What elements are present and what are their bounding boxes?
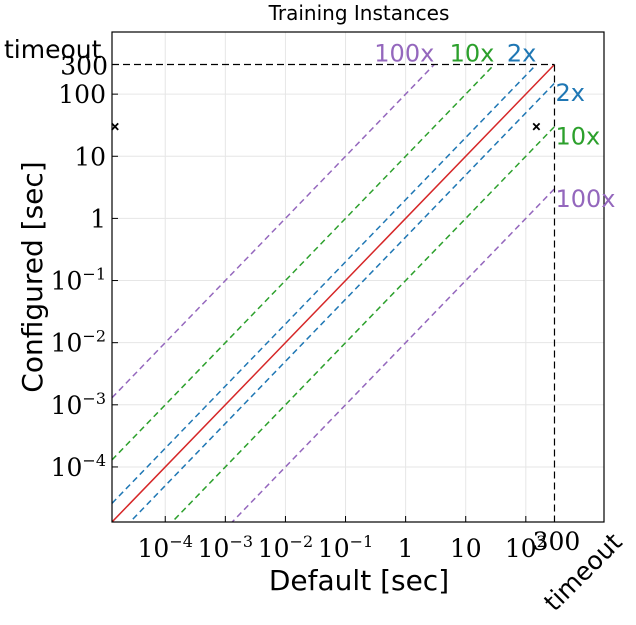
- y-timeout-label: timeout: [4, 35, 102, 64]
- line-label-top-2x: 2x: [507, 39, 536, 67]
- plot-frame: [111, 31, 605, 523]
- data-points: [111, 122, 541, 131]
- x-tick-label: 10−2: [258, 532, 313, 563]
- reference-line-100x: [112, 63, 435, 399]
- y-tick-label: 1: [90, 204, 106, 233]
- y-tick-label: 10−2: [51, 327, 106, 358]
- y-tick-label: 10−1: [51, 265, 106, 296]
- y-tick-label: 10−4: [51, 451, 106, 482]
- reference-lines: [112, 63, 556, 522]
- y-axis-label: Configured [sec]: [16, 161, 49, 392]
- reference-line-2x: [112, 63, 537, 504]
- reference-line-100x: [231, 188, 556, 522]
- y-tick-label: 10: [74, 142, 106, 171]
- y-timeout-tick-label: 300: [60, 51, 108, 80]
- line-label-right-2x: 2x: [555, 79, 584, 107]
- data-point: [111, 122, 119, 131]
- reference-line-diagonal: [112, 63, 556, 522]
- x-timeout-tick-label: 300: [533, 527, 581, 556]
- line-label-top-100x: 100x: [374, 39, 434, 67]
- line-label-right-100x: 100x: [555, 185, 615, 213]
- x-tick-label: 1: [398, 534, 414, 563]
- x-axis-label: Default [sec]: [269, 564, 449, 597]
- x-tick-label: 10−4: [138, 532, 193, 563]
- axis-ticks: 10−4 10−3 10−2 10−1 1 10 10210−410−310−210−111…: [4, 35, 628, 617]
- x-tick-label: 10−3: [198, 532, 253, 563]
- line-labels: 2x 2x 10x 10x 100x 100x: [374, 39, 615, 212]
- reference-line-10x: [112, 63, 495, 461]
- reference-line-10x: [171, 126, 556, 522]
- line-label-top-10x: 10x: [450, 39, 495, 67]
- timeout-lines: [112, 63, 556, 522]
- y-tick-label: 10−3: [51, 389, 106, 420]
- data-point: [532, 122, 541, 131]
- line-label-right-10x: 10x: [555, 123, 600, 151]
- x-tick-label: 102: [505, 532, 547, 563]
- x-tick-label: 10−1: [318, 532, 373, 563]
- grid-lines: [112, 32, 604, 522]
- x-tick-label: 10: [450, 534, 482, 563]
- reference-line-2x: [129, 82, 556, 522]
- chart-title: Training Instances: [268, 1, 450, 25]
- y-tick-label: 100: [58, 80, 106, 109]
